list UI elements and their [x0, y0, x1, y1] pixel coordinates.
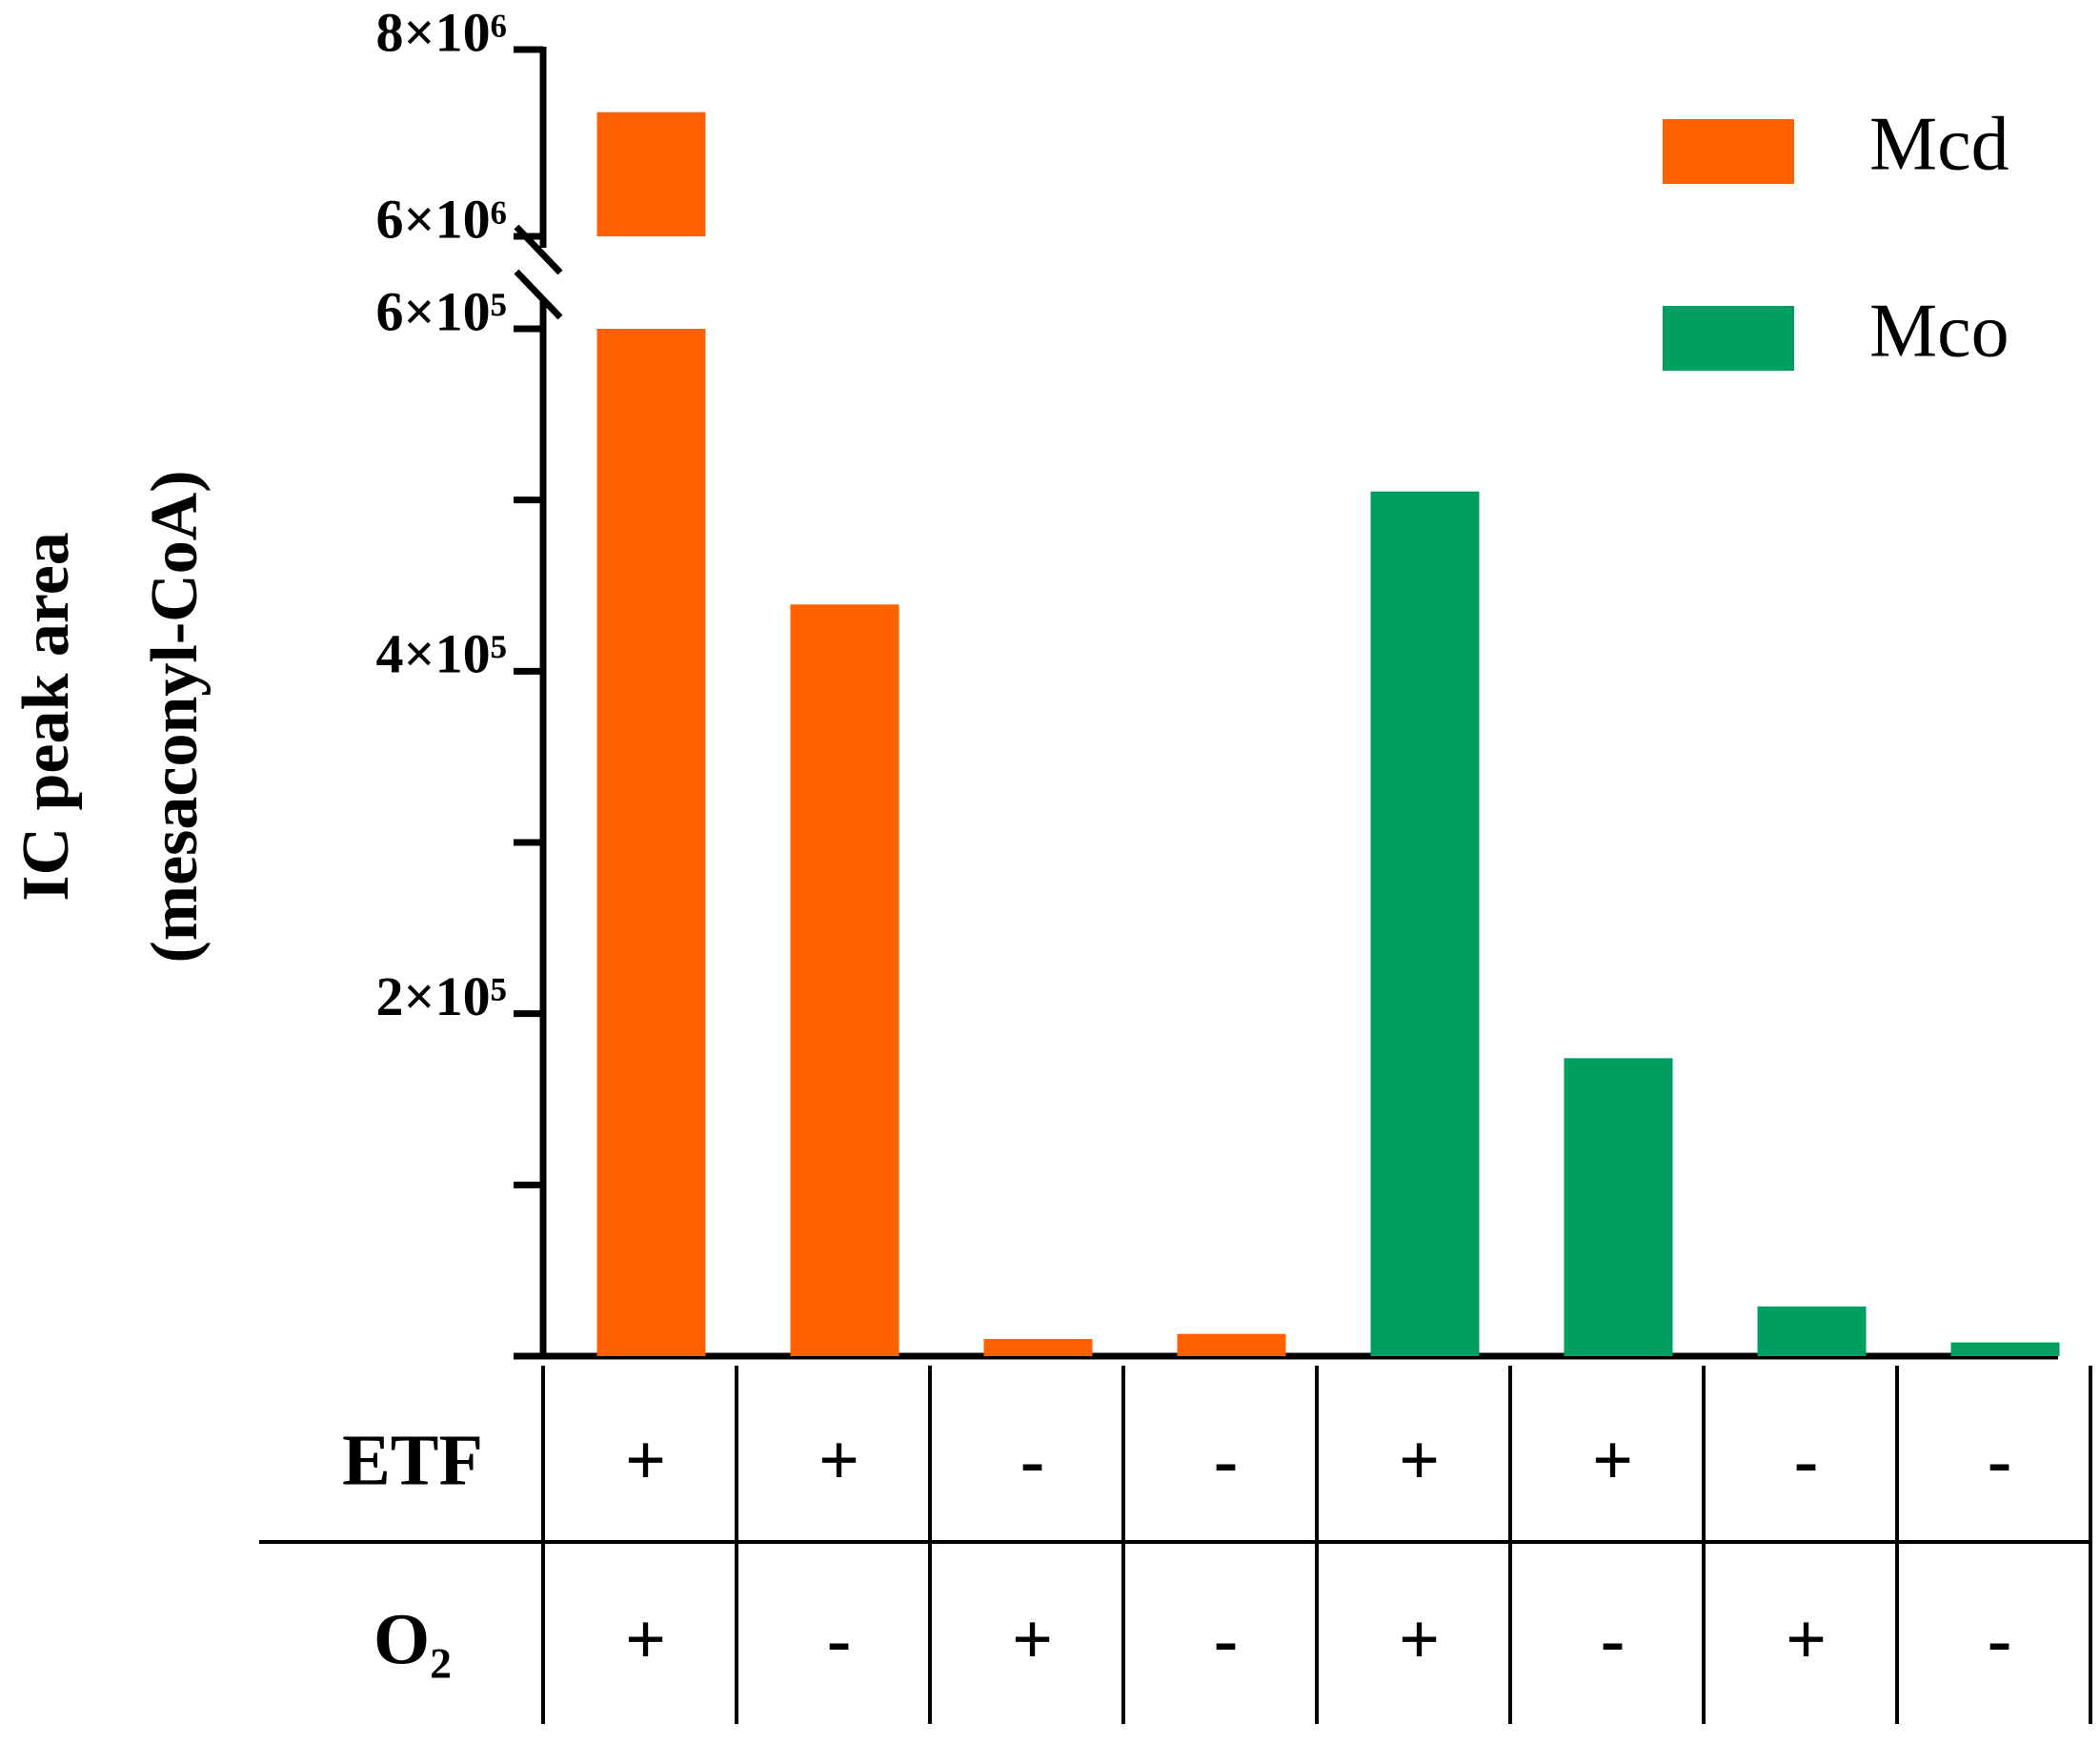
bar — [1950, 1342, 2060, 1356]
condition-cell: + — [1012, 1599, 1053, 1679]
bar — [596, 329, 706, 1356]
condition-cell: - — [1988, 1420, 2011, 1500]
y-tick-label: 2×10⁵ — [376, 965, 507, 1027]
bar — [983, 1339, 1093, 1356]
legend-label: Mco — [1869, 289, 2009, 373]
bar — [1564, 1058, 1673, 1356]
axis-break — [514, 269, 563, 320]
y-axis-title-line: (mesaconyl-CoA) — [138, 470, 212, 963]
y-tick-label: 6×10⁵ — [376, 280, 507, 342]
legend-swatch — [1663, 119, 1794, 184]
bar — [1370, 491, 1480, 1356]
condition-label: O₂ — [374, 1599, 452, 1679]
condition-cell: + — [1399, 1420, 1440, 1500]
condition-cell: + — [625, 1599, 666, 1679]
condition-cell: + — [625, 1420, 666, 1500]
bar-upper — [596, 112, 706, 236]
y-tick-label: 4×10⁵ — [376, 623, 507, 685]
condition-cell: + — [1592, 1420, 1633, 1500]
y-axis-title-line: IC peak area — [10, 532, 83, 902]
condition-cell: - — [1794, 1420, 1818, 1500]
bar — [1757, 1306, 1867, 1356]
bar — [790, 604, 899, 1356]
condition-cell: - — [1214, 1420, 1238, 1500]
condition-cell: - — [1214, 1599, 1238, 1679]
legend-swatch — [1663, 306, 1794, 371]
condition-cell: + — [1399, 1599, 1440, 1679]
condition-cell: - — [1020, 1420, 1044, 1500]
bar — [1177, 1333, 1286, 1356]
condition-cell: - — [1601, 1599, 1625, 1679]
legend-label: Mcd — [1869, 102, 2009, 186]
condition-cell: - — [827, 1599, 851, 1679]
y-tick-label: 6×10⁶ — [376, 188, 507, 250]
condition-cell: + — [818, 1420, 859, 1500]
condition-label: ETF — [342, 1420, 483, 1500]
y-axis-title: IC peak area (mesaconyl-CoA) — [10, 470, 212, 963]
condition-cell: + — [1786, 1599, 1827, 1679]
y-tick-label: 8×10⁶ — [376, 1, 507, 63]
condition-cell: - — [1988, 1599, 2011, 1679]
